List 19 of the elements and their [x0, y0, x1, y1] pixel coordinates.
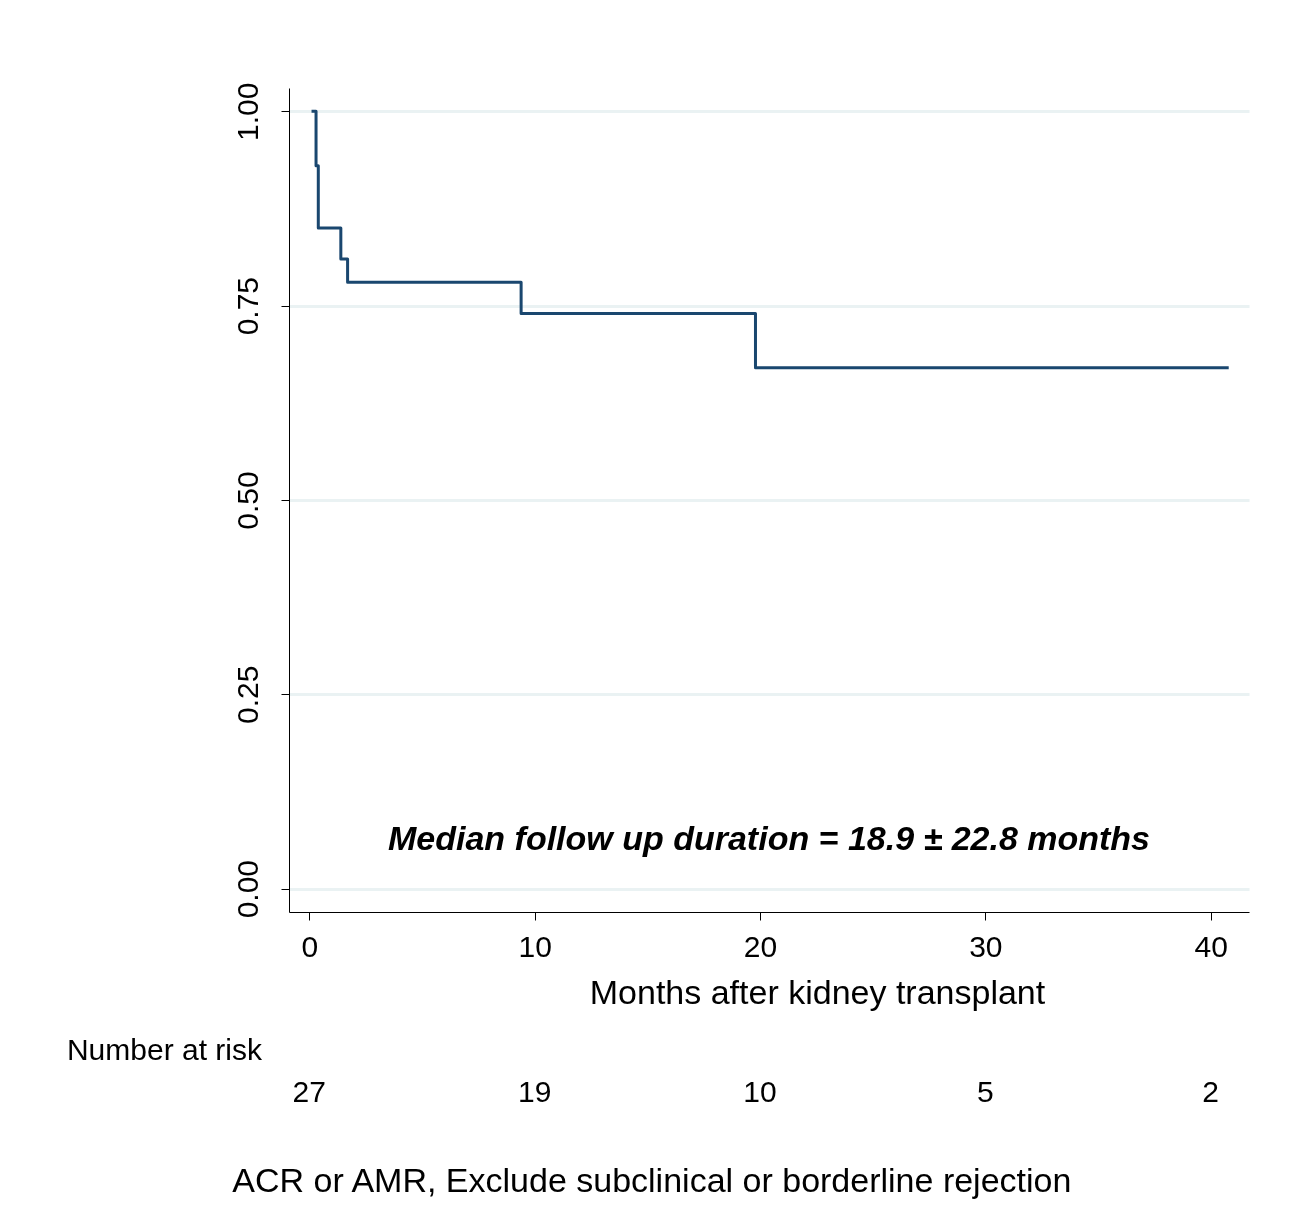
y-tick-label: 0.25 [230, 665, 264, 725]
x-tick-label: 30 [969, 929, 1003, 963]
text: 2 [1202, 1075, 1220, 1108]
y-tick-label: 0.75 [230, 276, 264, 336]
x-axis-title: Months after kidney transplant [589, 972, 1046, 1011]
annotation: Median follow up duration = 18.9 ± 22.8 months [387, 819, 1151, 857]
text: 27 [292, 1075, 326, 1108]
x-tick-label: 20 [743, 929, 778, 963]
text: ACR or AMR, Exclude subclinical or borderline rejection [232, 1161, 1072, 1199]
x-tick-label: 10 [518, 929, 552, 963]
text: 5 [976, 1075, 994, 1108]
y-tick-label: 0.50 [230, 471, 264, 530]
text: Number at risk [66, 1033, 263, 1066]
text: 10 [743, 1075, 777, 1108]
y-tick-label: 0.00 [230, 859, 264, 919]
x-tick-label: 0 [301, 929, 319, 963]
x-tick-label: 40 [1194, 929, 1228, 963]
text: 19 [517, 1075, 552, 1108]
y-tick-label: 1.00 [230, 82, 264, 142]
